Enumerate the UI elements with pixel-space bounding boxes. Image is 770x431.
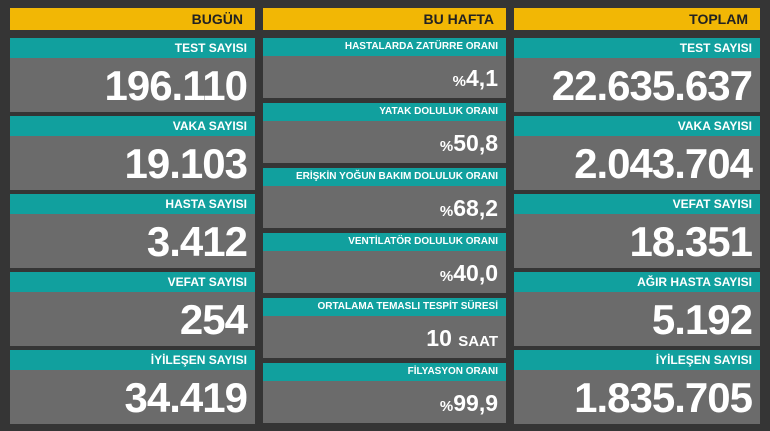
stat-label: VAKA SAYISI: [514, 116, 760, 136]
value-prefix: %: [439, 138, 454, 155]
stat-card: ERİŞKİN YOĞUN BAKIM DOLULUK ORANI %68,2: [263, 168, 506, 228]
stat-card: TEST SAYISI 196.110: [10, 38, 255, 112]
stat-value: %4,1: [263, 56, 506, 98]
stat-value: %50,8: [263, 121, 506, 163]
stat-value: 3.412: [10, 214, 255, 268]
stat-label: İYİLEŞEN SAYISI: [10, 350, 255, 370]
value-number: 22.635.637: [551, 62, 753, 109]
stat-label: VEFAT SAYISI: [514, 194, 760, 214]
value-number: 18.351: [629, 218, 753, 265]
value-number: 2.043.704: [574, 140, 753, 187]
value-number: 34.419: [124, 374, 248, 421]
stat-value: %99,9: [263, 381, 506, 423]
stat-card: VAKA SAYISI 19.103: [10, 116, 255, 190]
stat-card: FİLYASYON ORANI %99,9: [263, 363, 506, 423]
column: BUGÜN TEST SAYISI 196.110 VAKA SAYISI 19.103…: [10, 8, 255, 424]
value-prefix: %: [439, 398, 454, 415]
stat-card: HASTA SAYISI 3.412: [10, 194, 255, 268]
column-header: TOPLAM: [514, 8, 760, 30]
stat-card: TEST SAYISI 22.635.637: [514, 38, 760, 112]
stat-card: İYİLEŞEN SAYISI 34.419: [10, 350, 255, 424]
stat-card: AĞIR HASTA SAYISI 5.192: [514, 272, 760, 346]
stat-card: VENTİLATÖR DOLULUK ORANI %40,0: [263, 233, 506, 293]
stat-label: TEST SAYISI: [514, 38, 760, 58]
stat-label: VENTİLATÖR DOLULUK ORANI: [263, 233, 506, 251]
value-number: 1.835.705: [574, 374, 753, 421]
stat-card: HASTALARDA ZATÜRRE ORANI %4,1: [263, 38, 506, 98]
stat-label: VEFAT SAYISI: [10, 272, 255, 292]
stat-value: 10 SAAT: [263, 316, 506, 358]
column-header: BUGÜN: [10, 8, 255, 30]
value-number: 3.412: [146, 218, 248, 265]
value-number: 19.103: [124, 140, 248, 187]
column: BU HAFTA HASTALARDA ZATÜRRE ORANI %4,1 YATA…: [263, 8, 506, 423]
stat-card: YATAK DOLULUK ORANI %50,8: [263, 103, 506, 163]
stat-value: 1.835.705: [514, 370, 760, 424]
value-prefix: %: [439, 203, 454, 220]
value-number: 5.192: [651, 296, 753, 343]
value-number: 99,9: [453, 390, 498, 416]
stat-card: İYİLEŞEN SAYISI 1.835.705: [514, 350, 760, 424]
column: TOPLAM TEST SAYISI 22.635.637 VAKA SAYISI 2.…: [514, 8, 760, 424]
value-number: 196.110: [104, 62, 248, 109]
value-number: 254: [179, 296, 248, 343]
stat-label: HASTALARDA ZATÜRRE ORANI: [263, 38, 506, 56]
stat-value: %68,2: [263, 186, 506, 228]
stat-label: AĞIR HASTA SAYISI: [514, 272, 760, 292]
stat-label: HASTA SAYISI: [10, 194, 255, 214]
stat-card: ORTALAMA TEMASLI TESPİT SÜRESİ 10 SAAT: [263, 298, 506, 358]
stat-value: 34.419: [10, 370, 255, 424]
stat-label: ORTALAMA TEMASLI TESPİT SÜRESİ: [263, 298, 506, 316]
value-number: 4,1: [466, 65, 498, 91]
stat-card: VEFAT SAYISI 254: [10, 272, 255, 346]
value-prefix: %: [439, 268, 454, 285]
stat-value: 5.192: [514, 292, 760, 346]
stat-value: 18.351: [514, 214, 760, 268]
stat-label: VAKA SAYISI: [10, 116, 255, 136]
stat-value: 196.110: [10, 58, 255, 112]
stat-value: 2.043.704: [514, 136, 760, 190]
stat-value: 22.635.637: [514, 58, 760, 112]
stat-label: YATAK DOLULUK ORANI: [263, 103, 506, 121]
stat-card: VEFAT SAYISI 18.351: [514, 194, 760, 268]
stat-label: TEST SAYISI: [10, 38, 255, 58]
stat-label: FİLYASYON ORANI: [263, 363, 506, 381]
value-number: 50,8: [453, 130, 498, 156]
value-number: 10: [426, 325, 452, 351]
value-unit: SAAT: [458, 333, 498, 350]
stat-value: %40,0: [263, 251, 506, 293]
stat-value: 254: [10, 292, 255, 346]
stat-label: İYİLEŞEN SAYISI: [514, 350, 760, 370]
stat-card: VAKA SAYISI 2.043.704: [514, 116, 760, 190]
value-number: 40,0: [453, 260, 498, 286]
stat-label: ERİŞKİN YOĞUN BAKIM DOLULUK ORANI: [263, 168, 506, 186]
column-header: BU HAFTA: [263, 8, 506, 30]
stat-value: 19.103: [10, 136, 255, 190]
value-prefix: %: [452, 73, 467, 90]
value-number: 68,2: [453, 195, 498, 221]
